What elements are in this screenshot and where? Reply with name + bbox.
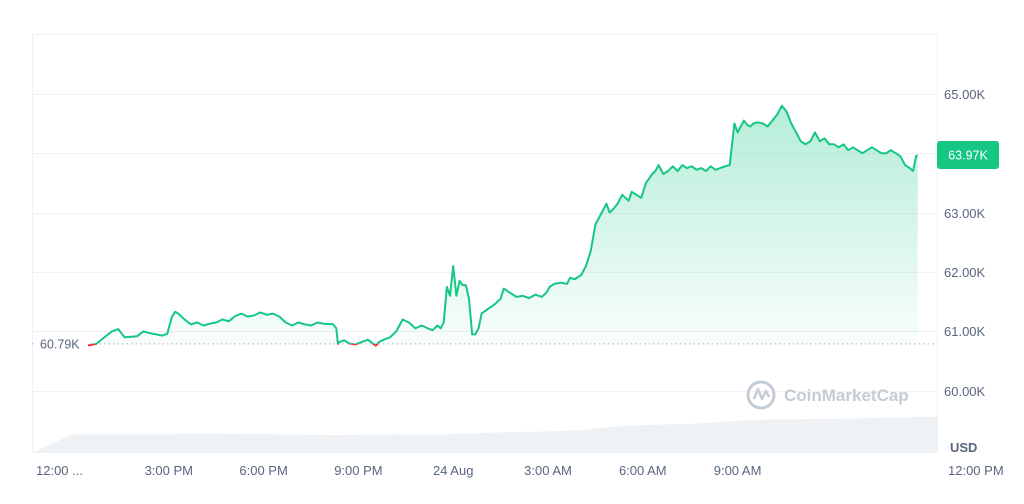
volume-bars xyxy=(32,417,937,453)
x-tick-label: 6:00 AM xyxy=(619,463,667,478)
watermark-text: CoinMarketCap xyxy=(784,386,909,405)
current-price-label: 63.97K xyxy=(948,149,988,163)
x-tick-label: 12:00 ... xyxy=(36,463,83,478)
x-axis: 12:00 ... 3:00 PM 6:00 PM 9:00 PM 24 Aug 3:00… xyxy=(36,463,1004,478)
x-tick-label: 3:00 PM xyxy=(145,463,193,478)
current-price-badge: 63.97K xyxy=(937,141,999,169)
volume-area xyxy=(32,417,937,453)
x-tick-label: 9:00 AM xyxy=(714,463,762,478)
x-tick-label: 24 Aug xyxy=(433,463,474,478)
reference-label: 60.79K xyxy=(36,334,88,353)
x-tick-label: 12:00 PM xyxy=(948,463,1004,478)
y-tick-label: 60.00K xyxy=(944,384,986,399)
y-tick-label: 65.00K xyxy=(944,87,986,102)
grid-lines xyxy=(32,94,937,392)
reference-value-label: 60.79K xyxy=(40,337,80,351)
coinmarketcap-logo-icon xyxy=(746,380,776,410)
y-tick-label: 63.00K xyxy=(944,206,986,221)
x-tick-label: 9:00 PM xyxy=(334,463,382,478)
currency-unit-label: USD xyxy=(950,440,977,455)
y-tick-label: 61.00K xyxy=(944,324,986,339)
current-price-badge-bg xyxy=(937,141,999,169)
price-line-up xyxy=(90,104,919,344)
x-tick-label: 6:00 PM xyxy=(239,463,287,478)
coinmarketcap-watermark: CoinMarketCap xyxy=(746,380,909,410)
reference-label-bg xyxy=(36,334,88,353)
x-tick-label: 3:00 AM xyxy=(524,463,572,478)
price-area xyxy=(71,105,918,350)
y-tick-label: 62.00K xyxy=(944,265,986,280)
